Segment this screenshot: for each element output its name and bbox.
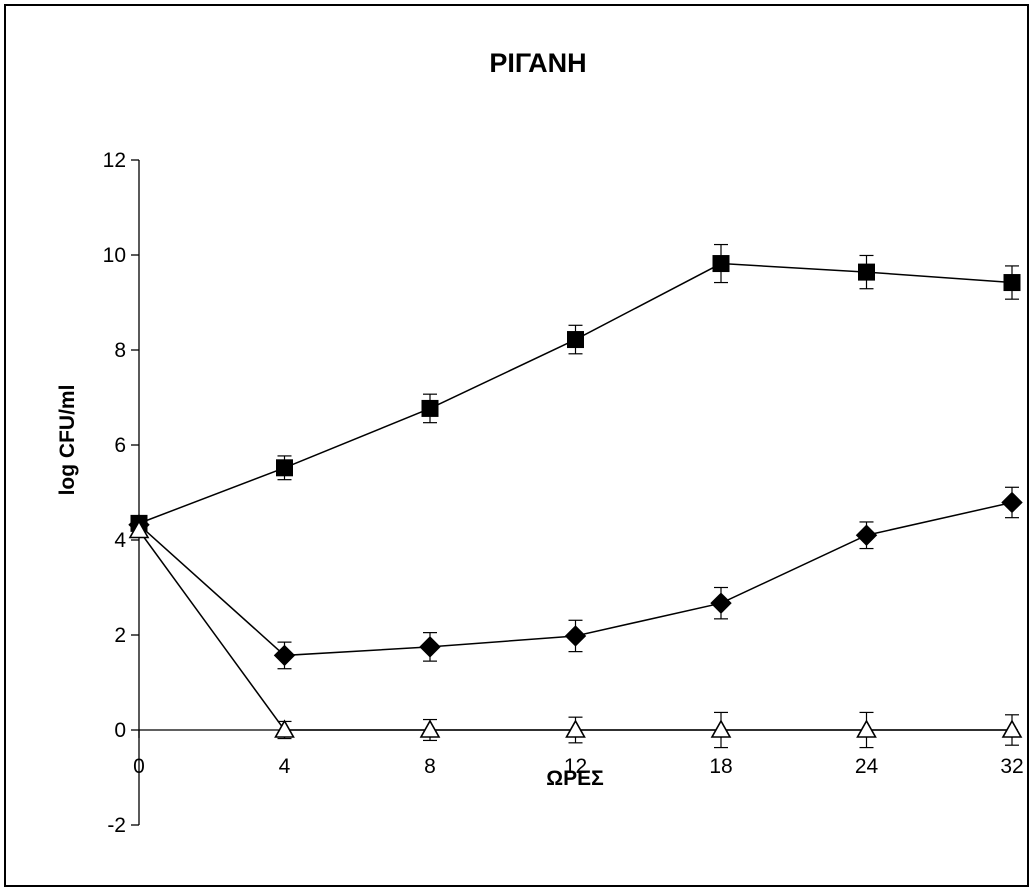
y-tick-label: 12 <box>103 149 126 172</box>
x-tick-label: 8 <box>424 755 436 778</box>
data-point-triangle <box>565 719 586 738</box>
y-tick-label: 4 <box>114 529 126 552</box>
y-tick-label: 2 <box>114 624 126 647</box>
data-point-square <box>567 331 584 349</box>
chart-frame: ΡΙΓΑΝΗ log CFU/ml ΩΡΕΣ -2 0 2 4 6 8 10 12 0 4 8 12 1… <box>4 4 1029 887</box>
data-point-square <box>858 263 875 281</box>
data-point-square <box>276 459 293 477</box>
data-point-triangle <box>128 519 150 539</box>
x-axis-label: ΩΡΕΣ <box>546 767 603 790</box>
x-tick-label: 32 <box>1000 755 1023 778</box>
data-point-diamond <box>710 592 732 614</box>
x-tick-label: 12 <box>564 755 587 778</box>
y-tick-label: -2 <box>107 814 126 837</box>
data-point-diamond <box>419 636 441 658</box>
x-tick-label: 24 <box>855 755 879 778</box>
data-point-triangle <box>419 719 441 738</box>
data-point-diamond <box>564 625 587 647</box>
data-point-diamond <box>273 644 296 667</box>
chart-title: ΡΙΓΑΝΗ <box>489 48 586 78</box>
data-point-triangle <box>274 719 295 738</box>
x-tick-label: 18 <box>709 755 732 778</box>
data-point-square <box>421 399 439 417</box>
y-tick-label: 10 <box>103 244 126 267</box>
x-tick-label: 4 <box>279 755 291 778</box>
series-diamond <box>128 486 1023 670</box>
y-tick-label: 0 <box>114 719 126 742</box>
data-point-square <box>712 255 730 273</box>
data-point-triangle <box>1001 719 1023 738</box>
data-point-diamond <box>855 524 878 546</box>
y-tick-label: 6 <box>114 434 126 457</box>
series-square <box>130 243 1021 532</box>
data-point-square <box>1003 274 1021 292</box>
y-axis-label: log CFU/ml <box>56 385 79 496</box>
data-point-diamond <box>1001 491 1023 514</box>
data-point-triangle <box>710 719 732 738</box>
x-tick-label: 0 <box>133 755 145 778</box>
series-layer <box>128 243 1023 749</box>
y-tick-label: 8 <box>114 339 126 362</box>
series-triangle-open <box>128 519 1023 749</box>
data-point-triangle <box>856 719 877 738</box>
series-line <box>138 262 1013 525</box>
